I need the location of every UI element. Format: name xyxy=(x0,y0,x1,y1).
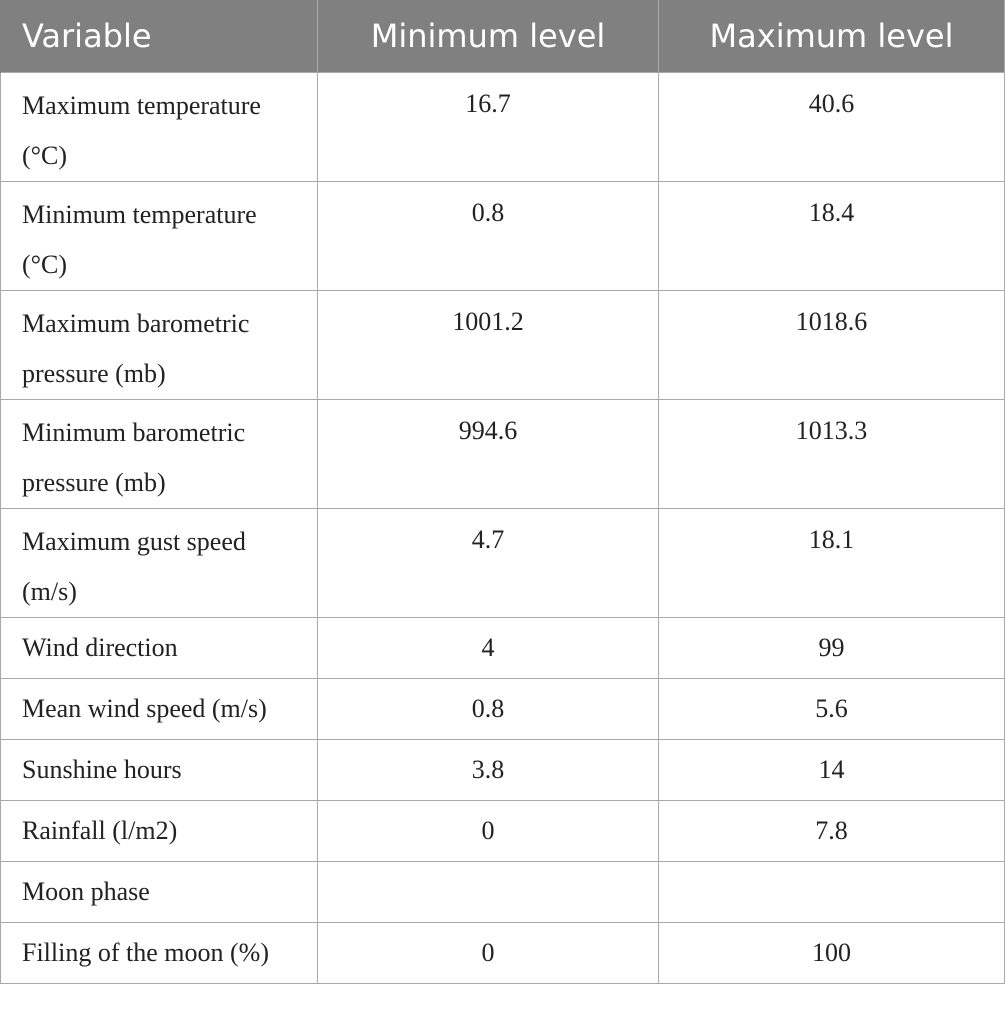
variable-cell: Wind direction xyxy=(0,617,318,679)
min-cell: 0 xyxy=(317,922,659,984)
variable-cell: Filling of the moon (%) xyxy=(0,922,318,984)
header-variable: Variable xyxy=(0,0,318,73)
max-cell: 14 xyxy=(658,739,1005,801)
max-cell: 7.8 xyxy=(658,800,1005,862)
variable-cell: Minimum barometric pressure (mb) xyxy=(0,399,318,509)
min-cell: 4.7 xyxy=(317,508,659,618)
max-cell: 99 xyxy=(658,617,1005,679)
max-cell xyxy=(658,861,1005,923)
min-cell: 0 xyxy=(317,800,659,862)
variable-cell: Sunshine hours xyxy=(0,739,318,801)
max-cell: 18.1 xyxy=(658,508,1005,618)
table-row: Mean wind speed (m/s) 0.8 5.6 xyxy=(0,678,1005,740)
variables-table: Variable Minimum level Maximum level Max… xyxy=(0,0,1005,984)
variable-cell: Maximum gust speed (m/s) xyxy=(0,508,318,618)
variable-cell: Rainfall (l/m2) xyxy=(0,800,318,862)
table-row: Filling of the moon (%) 0 100 xyxy=(0,922,1005,984)
max-cell: 100 xyxy=(658,922,1005,984)
header-maximum-level: Maximum level xyxy=(658,0,1005,73)
variable-cell: Mean wind speed (m/s) xyxy=(0,678,318,740)
min-cell: 0.8 xyxy=(317,181,659,291)
min-cell: 4 xyxy=(317,617,659,679)
min-cell: 994.6 xyxy=(317,399,659,509)
variable-cell: Maximum barometric pressure (mb) xyxy=(0,290,318,400)
variable-cell: Moon phase xyxy=(0,861,318,923)
max-cell: 1018.6 xyxy=(658,290,1005,400)
variable-cell: Minimum temperature (°C) xyxy=(0,181,318,291)
table-row: Maximum temperature (°C) 16.7 40.6 xyxy=(0,72,1005,182)
min-cell xyxy=(317,861,659,923)
table-row: Maximum gust speed (m/s) 4.7 18.1 xyxy=(0,508,1005,618)
table-row: Moon phase xyxy=(0,861,1005,923)
table-row: Minimum barometric pressure (mb) 994.6 1… xyxy=(0,399,1005,509)
max-cell: 1013.3 xyxy=(658,399,1005,509)
table-header-row: Variable Minimum level Maximum level xyxy=(0,0,1005,73)
table-row: Wind direction 4 99 xyxy=(0,617,1005,679)
header-minimum-level: Minimum level xyxy=(317,0,659,73)
min-cell: 0.8 xyxy=(317,678,659,740)
min-cell: 1001.2 xyxy=(317,290,659,400)
min-cell: 3.8 xyxy=(317,739,659,801)
table-row: Rainfall (l/m2) 0 7.8 xyxy=(0,800,1005,862)
table-row: Minimum temperature (°C) 0.8 18.4 xyxy=(0,181,1005,291)
max-cell: 40.6 xyxy=(658,72,1005,182)
variable-cell: Maximum temperature (°C) xyxy=(0,72,318,182)
min-cell: 16.7 xyxy=(317,72,659,182)
max-cell: 5.6 xyxy=(658,678,1005,740)
table-row: Sunshine hours 3.8 14 xyxy=(0,739,1005,801)
table-row: Maximum barometric pressure (mb) 1001.2 … xyxy=(0,290,1005,400)
max-cell: 18.4 xyxy=(658,181,1005,291)
